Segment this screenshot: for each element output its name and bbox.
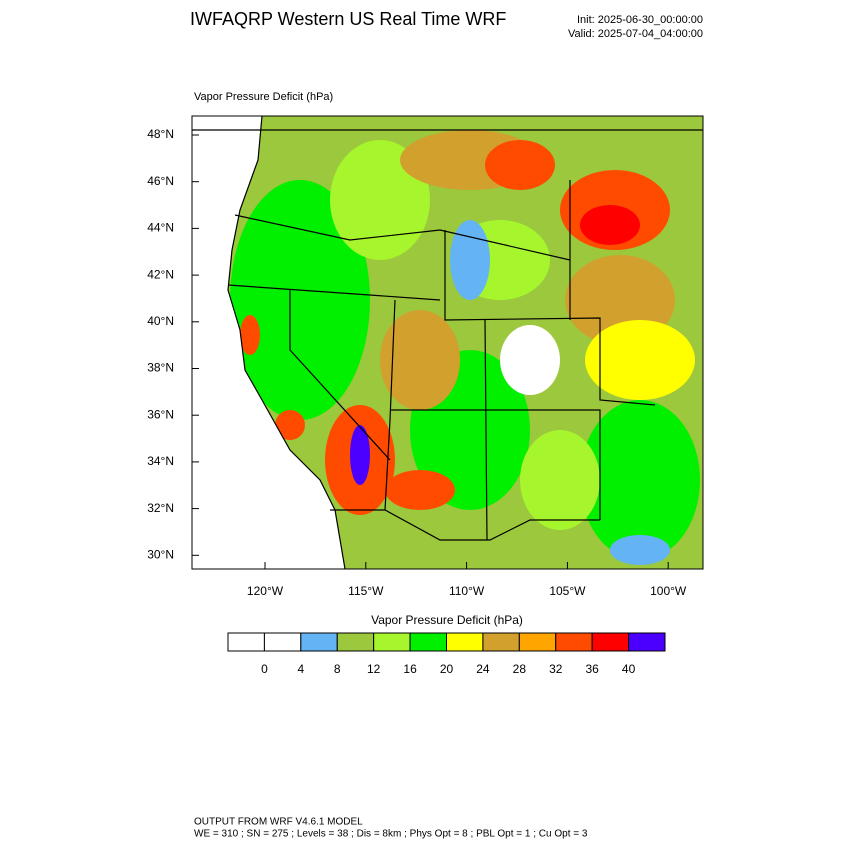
lat-label: 32°N <box>147 501 174 515</box>
init-time: Init: 2025-06-30_00:00:00 <box>577 14 703 26</box>
map-title: Vapor Pressure Deficit (hPa) <box>194 91 333 103</box>
lon-label: 115°W <box>348 584 384 598</box>
colorbar-label: 28 <box>513 662 527 676</box>
footer-line: OUTPUT FROM WRF V4.6.1 MODEL <box>194 817 363 828</box>
lat-label: 40°N <box>147 314 174 328</box>
lat-label: 44°N <box>147 221 174 235</box>
colorbar-label: 36 <box>585 662 599 676</box>
colorbar-box <box>373 632 411 652</box>
lon-label: 105°W <box>549 584 586 598</box>
lat-label: 36°N <box>147 407 174 421</box>
colorbar-label: 0 <box>261 662 268 676</box>
colorbar-box <box>446 632 484 652</box>
lat-label: 34°N <box>147 454 174 468</box>
title: IWFAQRP Western US Real Time WRF <box>190 9 506 29</box>
lat-label: 38°N <box>147 361 174 375</box>
colorbar-box <box>482 632 520 652</box>
footer-line: WE = 310 ; SN = 275 ; Levels = 38 ; Dis … <box>194 829 588 840</box>
valid-time: Valid: 2025-07-04_04:00:00 <box>568 28 703 40</box>
lat-label: 48°N <box>147 127 174 141</box>
lon-label: 100°W <box>650 584 687 598</box>
colorbar-label: 32 <box>549 662 563 676</box>
colorbar-label: 4 <box>297 662 304 676</box>
colorbar-label: 24 <box>476 662 490 676</box>
colorbar-box <box>263 632 302 652</box>
lat-label: 46°N <box>147 174 174 188</box>
colorbar-label: 12 <box>367 662 381 676</box>
lat-label: 42°N <box>147 267 174 281</box>
colorbar-box <box>409 632 448 652</box>
colorbar-box <box>336 632 375 652</box>
colorbar-title: Vapor Pressure Deficit (hPa) <box>371 613 523 627</box>
colorbar-box <box>518 632 557 652</box>
colorbar-label: 8 <box>334 662 341 676</box>
colorbar-label: 20 <box>440 662 454 676</box>
colorbar-box <box>227 632 265 652</box>
colorbar-box <box>628 632 666 652</box>
colorbar-box <box>555 632 593 652</box>
lon-label: 110°W <box>449 584 485 598</box>
colorbar-box <box>300 632 338 652</box>
colorbar-box <box>591 632 630 652</box>
lat-label: 30°N <box>147 547 174 561</box>
map-field <box>191 115 704 570</box>
colorbar-label: 40 <box>622 662 636 676</box>
lon-label: 120°W <box>247 584 284 598</box>
colorbar-label: 16 <box>403 662 417 676</box>
